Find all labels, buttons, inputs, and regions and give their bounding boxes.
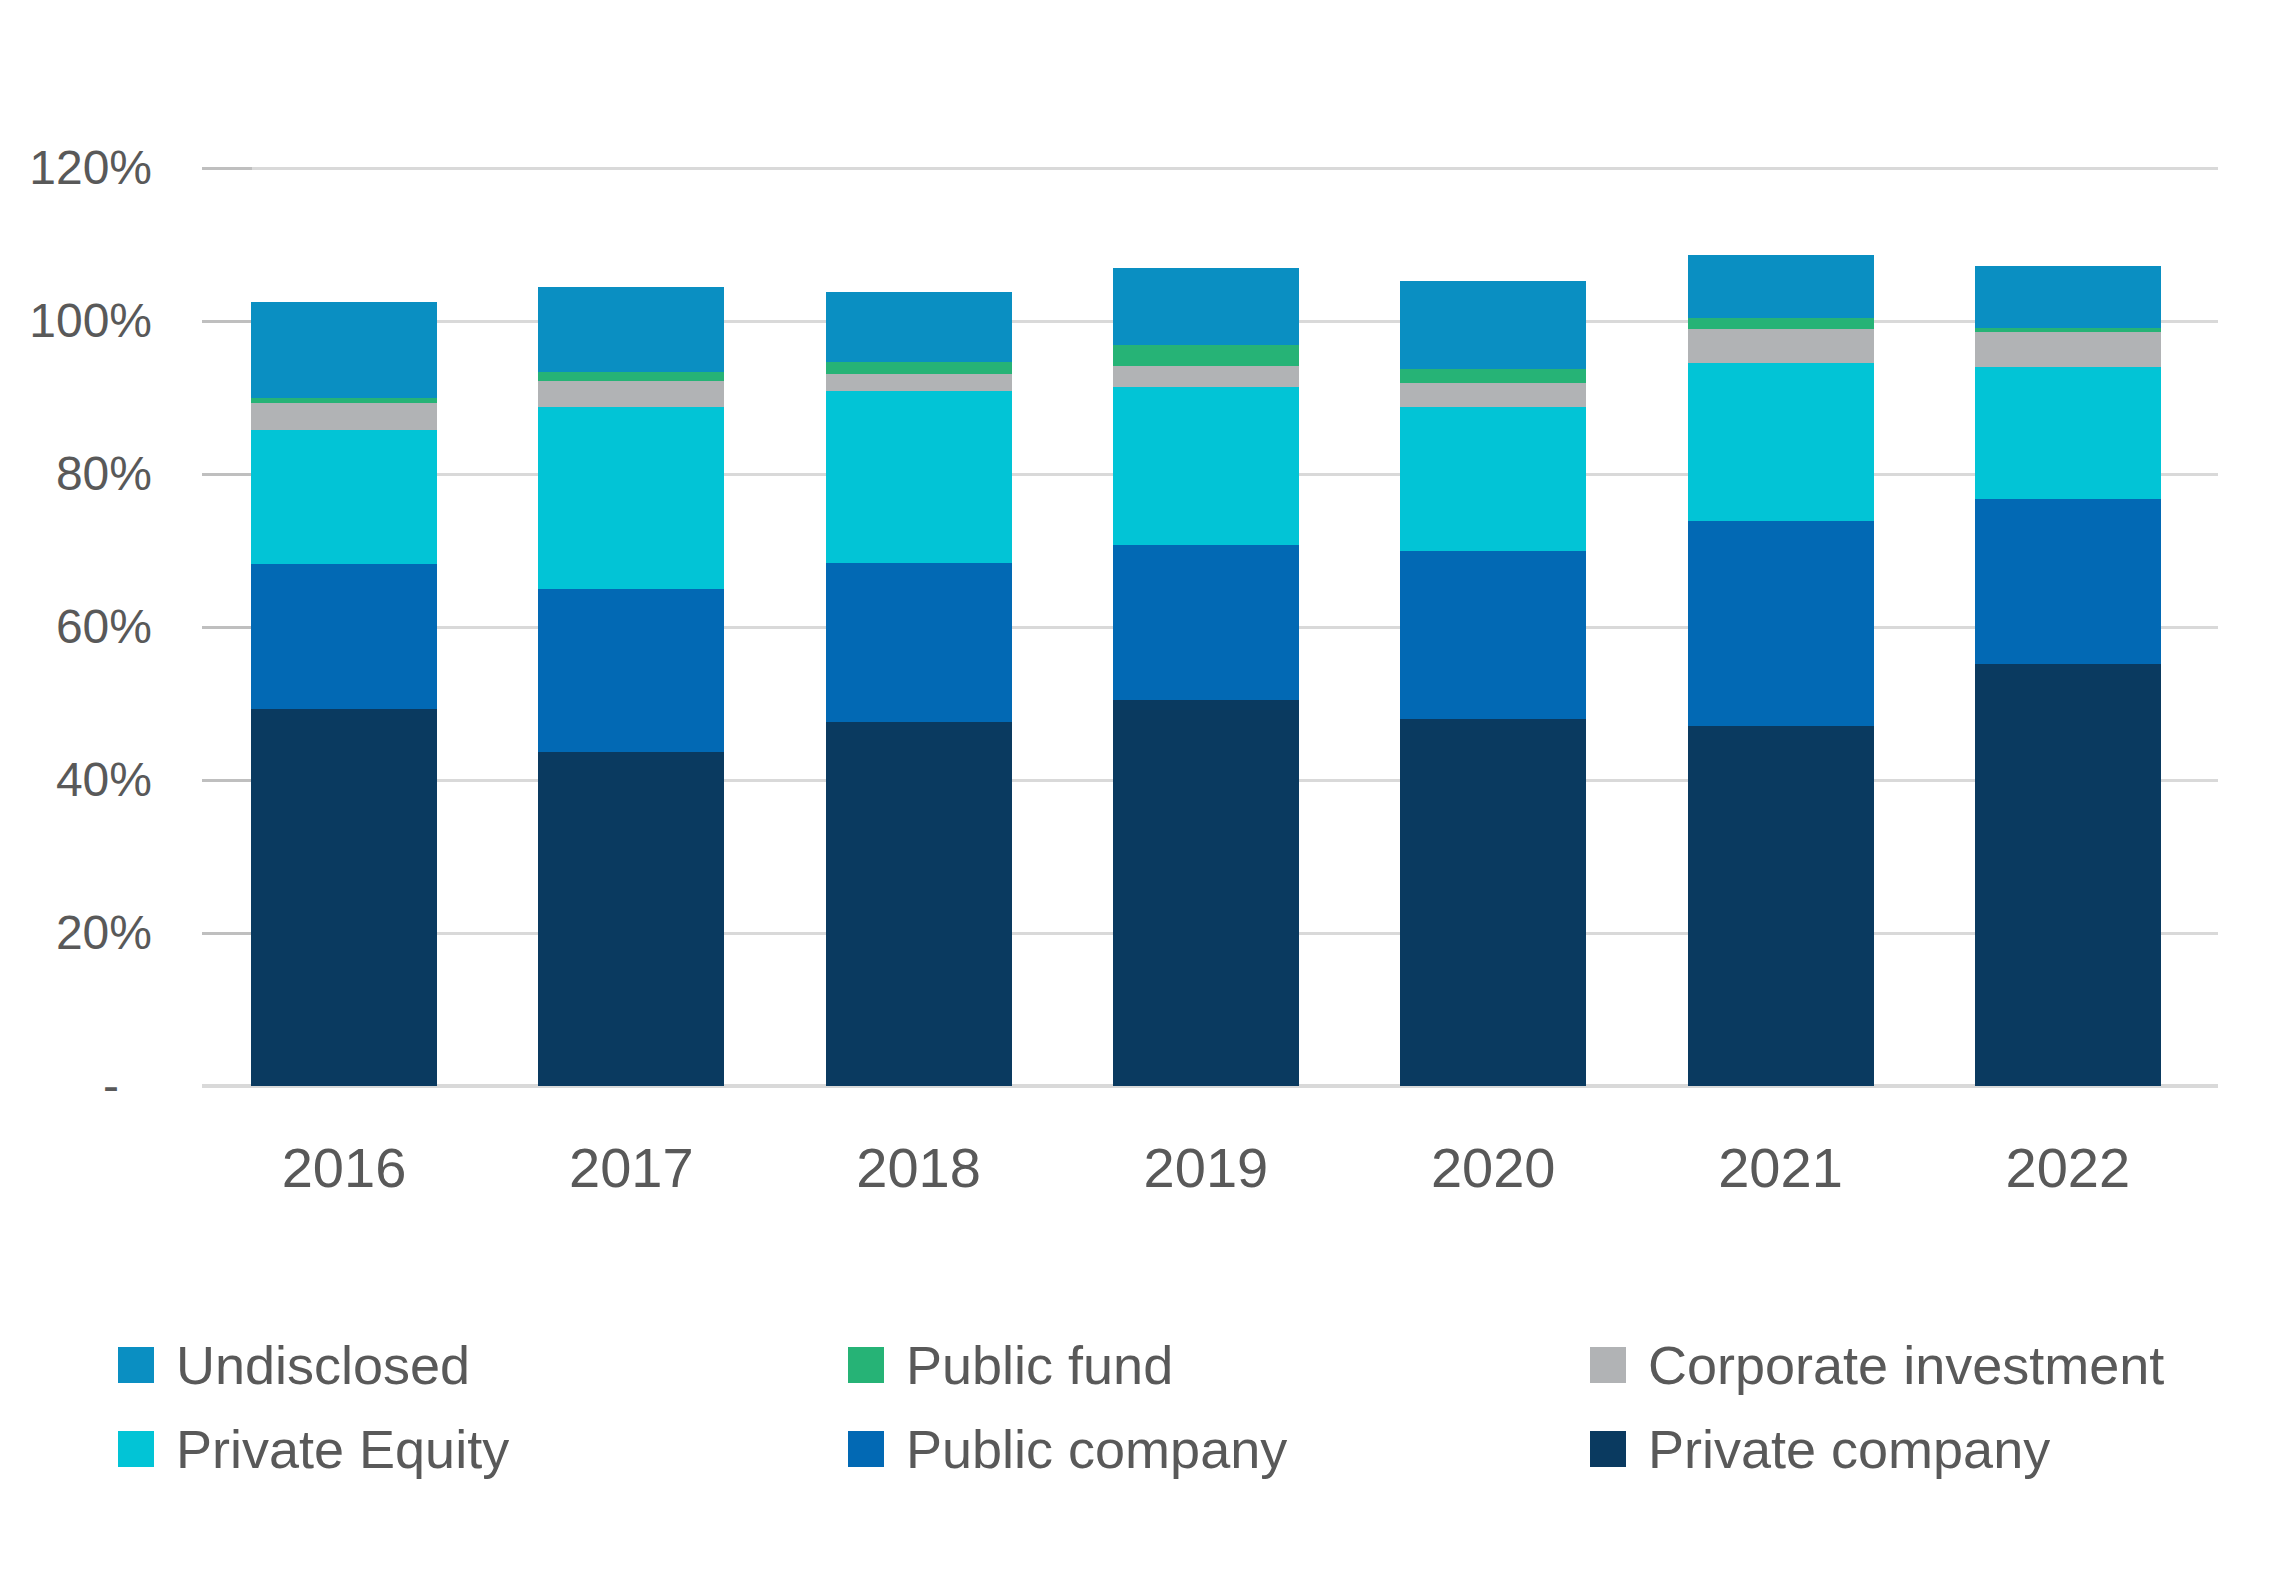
bar-segment-undisclosed — [251, 302, 437, 398]
bar-segment-public-company — [1688, 521, 1874, 727]
plot-area — [202, 168, 2218, 1086]
legend-label: Private Equity — [176, 1418, 509, 1480]
legend-swatch — [848, 1347, 884, 1383]
bar-segment-corporate-investment — [1400, 383, 1586, 407]
bar-2022 — [1975, 266, 2161, 1086]
x-axis-label: 2021 — [1651, 1136, 1911, 1200]
legend-swatch — [848, 1431, 884, 1467]
y-axis-tick-label: 20% — [0, 903, 152, 963]
bar-2016 — [251, 302, 437, 1086]
bar-2021 — [1688, 255, 1874, 1086]
legend-item-public-fund: Public fund — [848, 1333, 1173, 1397]
legend-swatch — [1590, 1347, 1626, 1383]
legend-item-undisclosed: Undisclosed — [118, 1333, 470, 1397]
bar-segment-private-company — [1688, 726, 1874, 1086]
bar-2020 — [1400, 281, 1586, 1087]
bar-2019 — [1113, 268, 1299, 1086]
bar-segment-private-equity — [1400, 407, 1586, 552]
legend-label: Corporate investment — [1648, 1334, 2164, 1396]
bar-segment-private-company — [538, 752, 724, 1086]
legend-label: Public company — [906, 1418, 1287, 1480]
bar-segment-public-company — [251, 564, 437, 709]
bar-segment-public-fund — [1113, 345, 1299, 366]
y-axis-tick-label: - — [0, 1056, 152, 1116]
axis-tick — [202, 320, 252, 323]
x-axis-label: 2017 — [501, 1136, 761, 1200]
bar-segment-corporate-investment — [1688, 329, 1874, 363]
bar-segment-private-equity — [1975, 367, 2161, 499]
x-axis-label: 2018 — [789, 1136, 1049, 1200]
bar-segment-public-company — [538, 589, 724, 753]
bar-segment-public-fund — [826, 362, 1012, 373]
bar-segment-private-company — [1400, 719, 1586, 1086]
y-axis-tick-label: 40% — [0, 750, 152, 810]
legend-swatch — [118, 1347, 154, 1383]
bar-segment-public-company — [1400, 551, 1586, 719]
bar-2017 — [538, 287, 724, 1086]
bar-segment-private-equity — [251, 430, 437, 563]
bar-segment-undisclosed — [1975, 266, 2161, 328]
stacked-bar-chart: 120% 100% 80% 60% 40% 20% - 2016 2017 2018 2019 20… — [0, 0, 2284, 1594]
y-axis-tick-label: 100% — [0, 291, 152, 351]
bar-segment-undisclosed — [1113, 268, 1299, 345]
x-axis-label: 2022 — [1938, 1136, 2198, 1200]
bar-segment-undisclosed — [538, 287, 724, 372]
bar-segment-corporate-investment — [251, 403, 437, 431]
bar-segment-undisclosed — [826, 292, 1012, 362]
bar-segment-corporate-investment — [1975, 332, 2161, 367]
legend-label: Private company — [1648, 1418, 2050, 1480]
bar-segment-private-company — [1113, 700, 1299, 1086]
axis-tick — [202, 167, 252, 170]
bar-segment-private-equity — [1113, 387, 1299, 545]
bar-segment-private-company — [251, 709, 437, 1086]
legend-swatch — [118, 1431, 154, 1467]
axis-tick — [202, 932, 252, 935]
bar-2018 — [826, 292, 1012, 1086]
bar-segment-undisclosed — [1400, 281, 1586, 370]
y-axis-tick-label: 80% — [0, 444, 152, 504]
x-axis-label: 2019 — [1076, 1136, 1336, 1200]
bar-segment-public-company — [1975, 499, 2161, 663]
legend-label: Public fund — [906, 1334, 1173, 1396]
legend-item-private-equity: Private Equity — [118, 1417, 509, 1481]
bar-segment-corporate-investment — [1113, 366, 1299, 387]
x-axis-label: 2016 — [214, 1136, 474, 1200]
axis-tick — [202, 473, 252, 476]
bar-segment-private-equity — [1688, 363, 1874, 521]
bar-segment-public-company — [1113, 545, 1299, 700]
bar-segment-corporate-investment — [826, 374, 1012, 391]
bar-segment-public-fund — [538, 372, 724, 380]
bar-segment-private-company — [826, 722, 1012, 1086]
gridline — [202, 167, 2218, 170]
legend-item-private-company: Private company — [1590, 1417, 2050, 1481]
legend-item-corporate-investment: Corporate investment — [1590, 1333, 2164, 1397]
bar-segment-private-equity — [538, 407, 724, 588]
x-axis-label: 2020 — [1363, 1136, 1623, 1200]
bar-segment-private-equity — [826, 391, 1012, 563]
bar-segment-public-fund — [1688, 318, 1874, 329]
legend-label: Undisclosed — [176, 1334, 470, 1396]
bar-segment-public-company — [826, 563, 1012, 722]
bar-segment-undisclosed — [1688, 255, 1874, 318]
y-axis-tick-label: 120% — [0, 138, 152, 198]
legend-swatch — [1590, 1431, 1626, 1467]
bar-segment-corporate-investment — [538, 381, 724, 408]
axis-tick — [202, 626, 252, 629]
axis-tick — [202, 779, 252, 782]
bar-segment-public-fund — [1400, 369, 1586, 383]
y-axis-tick-label: 60% — [0, 597, 152, 657]
legend-item-public-company: Public company — [848, 1417, 1287, 1481]
bar-segment-private-company — [1975, 664, 2161, 1086]
